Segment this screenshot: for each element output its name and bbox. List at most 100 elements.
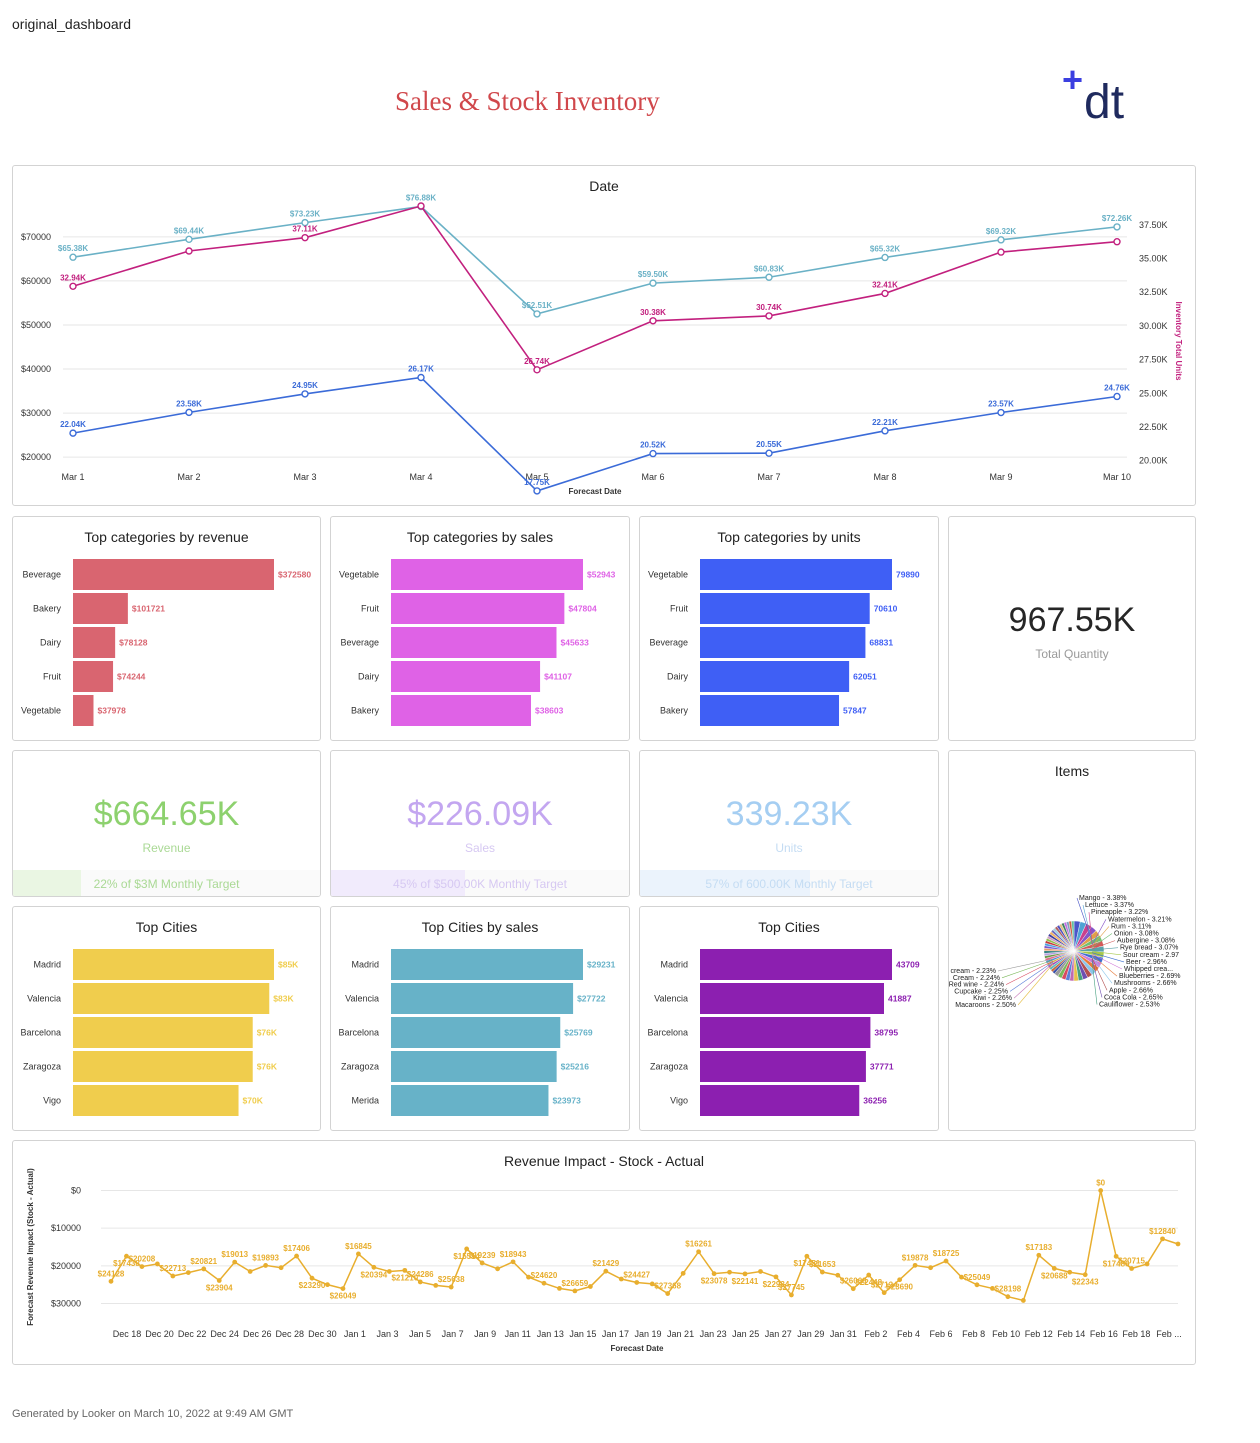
- impact-x-tick: Feb 6: [930, 1329, 953, 1339]
- impact-point: [1005, 1294, 1011, 1300]
- bar: [700, 593, 870, 624]
- impact-x-tick: Dec 22: [178, 1329, 207, 1339]
- impact-point: [897, 1277, 903, 1283]
- sales-label: Sales: [464, 841, 496, 855]
- pie-label: Apple - 2.66%: [1109, 987, 1153, 994]
- bar-value-label: 36256: [863, 1096, 887, 1106]
- date-right-tick: 37.50K: [1139, 220, 1168, 230]
- categories-revenue-bar-chart[interactable]: Beverage $372580 Bakery $101721 Dairy $78128 F…: [13, 517, 321, 741]
- bar: [391, 949, 583, 980]
- date-x-tick: Mar 10: [1103, 472, 1131, 482]
- bar: [73, 983, 270, 1014]
- date-right-tick: 32.50K: [1139, 287, 1168, 297]
- impact-data-label: $26049: [330, 1292, 357, 1301]
- date-x-tick: Mar 2: [177, 472, 200, 482]
- pie-leader: [1091, 957, 1108, 991]
- revenue-target-fill: [13, 870, 81, 896]
- bar: [391, 661, 541, 692]
- impact-x-tick: Feb 10: [992, 1329, 1020, 1339]
- impact-point: [943, 1258, 949, 1264]
- pie-label: Sour cream - 2.97: [1123, 952, 1179, 959]
- impact-data-label: $22934: [763, 1280, 790, 1289]
- impact-point: [294, 1253, 299, 1259]
- impact-x-tick: Dec 28: [276, 1329, 305, 1339]
- impact-data-label: $18943: [500, 1250, 527, 1259]
- impact-point: [696, 1249, 702, 1255]
- bar: [391, 983, 574, 1014]
- impact-point: [541, 1280, 547, 1286]
- items-pie-chart[interactable]: Mango - 3.38%Lettuce - 3.37%Pineapple - …: [949, 751, 1196, 1131]
- bar-value-label: $25216: [561, 1062, 590, 1072]
- impact-point: [479, 1260, 485, 1266]
- pie-label: Kiwi - 2.26%: [973, 995, 1012, 1002]
- impact-data-label: $27368: [654, 1282, 681, 1291]
- impact-point: [819, 1269, 825, 1275]
- impact-point: [1020, 1298, 1026, 1303]
- impact-y-tick: $10000: [51, 1223, 81, 1233]
- impact-x-tick: Jan 1: [344, 1329, 366, 1339]
- impact-x-tick: Feb 2: [864, 1329, 887, 1339]
- date-series-line: [72, 205, 1118, 315]
- bar-category-label: Vegetable: [21, 706, 61, 716]
- categories-units-bar-chart[interactable]: Vegetable 79890 Fruit 70610 Beverage 68831 Dai…: [640, 517, 939, 741]
- impact-data-label: $23690: [886, 1283, 913, 1292]
- pie-label: Mango - 3.38%: [1079, 895, 1126, 902]
- impact-point: [1098, 1188, 1104, 1193]
- impact-data-label: $23290: [299, 1281, 326, 1290]
- impact-data-label: $17406: [283, 1244, 310, 1253]
- pie-label: Whipped crea...: [1124, 966, 1173, 973]
- bar-category-label: Barcelona: [647, 1028, 688, 1038]
- pie-label: Red wine - 2.24%: [949, 982, 1004, 989]
- impact-point: [928, 1265, 933, 1271]
- pie-slice: [1071, 920, 1075, 952]
- bar-value-label: 37771: [870, 1062, 894, 1072]
- top-cities-bar-chart[interactable]: Madrid $85K Valencia $83K Barcelona $76K Zarag…: [13, 907, 321, 1131]
- bar: [73, 695, 94, 726]
- impact-point: [340, 1286, 346, 1291]
- revenue-impact-line-chart[interactable]: $0 $10000 $20000 $30000 Forecast Revenue Imp…: [13, 1141, 1196, 1365]
- bar-value-label: $45633: [560, 638, 589, 648]
- bar: [700, 627, 866, 658]
- pie-leader: [1091, 952, 1125, 963]
- bar-value-label: $78128: [119, 638, 148, 648]
- impact-x-tick: Jan 9: [474, 1329, 496, 1339]
- impact-point: [1036, 1252, 1042, 1258]
- impact-point: [278, 1265, 284, 1271]
- bar: [73, 1085, 239, 1116]
- date-point: [765, 312, 773, 320]
- cities-sales-bar-chart[interactable]: Madrid $29231 Valencia $27722 Barcelona $2576…: [331, 907, 630, 1131]
- units-kpi-card: 339.23K Units 57% of 600.00K Monthly Tar…: [639, 750, 939, 897]
- impact-data-label: $17183: [1025, 1243, 1052, 1252]
- impact-point: [1129, 1266, 1135, 1271]
- impact-x-tick: Dec 30: [308, 1329, 337, 1339]
- date-point: [997, 408, 1005, 417]
- impact-point: [1175, 1241, 1181, 1247]
- bar: [700, 1085, 860, 1116]
- impact-x-tick: Jan 29: [797, 1329, 824, 1339]
- bar-value-label: 38795: [874, 1028, 898, 1038]
- impact-point: [108, 1278, 114, 1284]
- categories-sales-bar-chart[interactable]: Vegetable $52943 Fruit $47804 Beverage $45633…: [331, 517, 630, 741]
- date-line-chart[interactable]: $70000 $60000 $50000 $40000 $30000 $20000 37.5…: [13, 166, 1196, 506]
- impact-point: [1082, 1272, 1088, 1278]
- date-data-label: 24.95K: [292, 381, 318, 390]
- date-point: [185, 247, 193, 255]
- impact-point: [587, 1284, 593, 1289]
- pie-leader: [1091, 947, 1119, 951]
- bar-value-label: 41887: [888, 994, 912, 1004]
- impact-data-label: $24128: [98, 1269, 125, 1278]
- pie-label: Onion - 3.08%: [1114, 931, 1159, 938]
- impact-data-label: $16845: [345, 1242, 372, 1251]
- date-left-tick: $40000: [21, 364, 51, 374]
- impact-point: [1051, 1266, 1057, 1271]
- impact-point: [711, 1271, 717, 1277]
- cities-units-bar-chart[interactable]: Madrid 43709 Valencia 41887 Barcelona 38795 Za…: [640, 907, 939, 1131]
- impact-point: [835, 1272, 841, 1278]
- date-data-label: $52.51K: [522, 301, 552, 310]
- bar-category-label: Beverage: [22, 570, 61, 580]
- pie-leader: [1013, 962, 1054, 999]
- bar-category-label: Barcelona: [338, 1028, 379, 1038]
- impact-data-label: $15514: [453, 1252, 480, 1261]
- categories-units-title: Top categories by units: [717, 529, 861, 545]
- pie-leader: [1088, 912, 1093, 944]
